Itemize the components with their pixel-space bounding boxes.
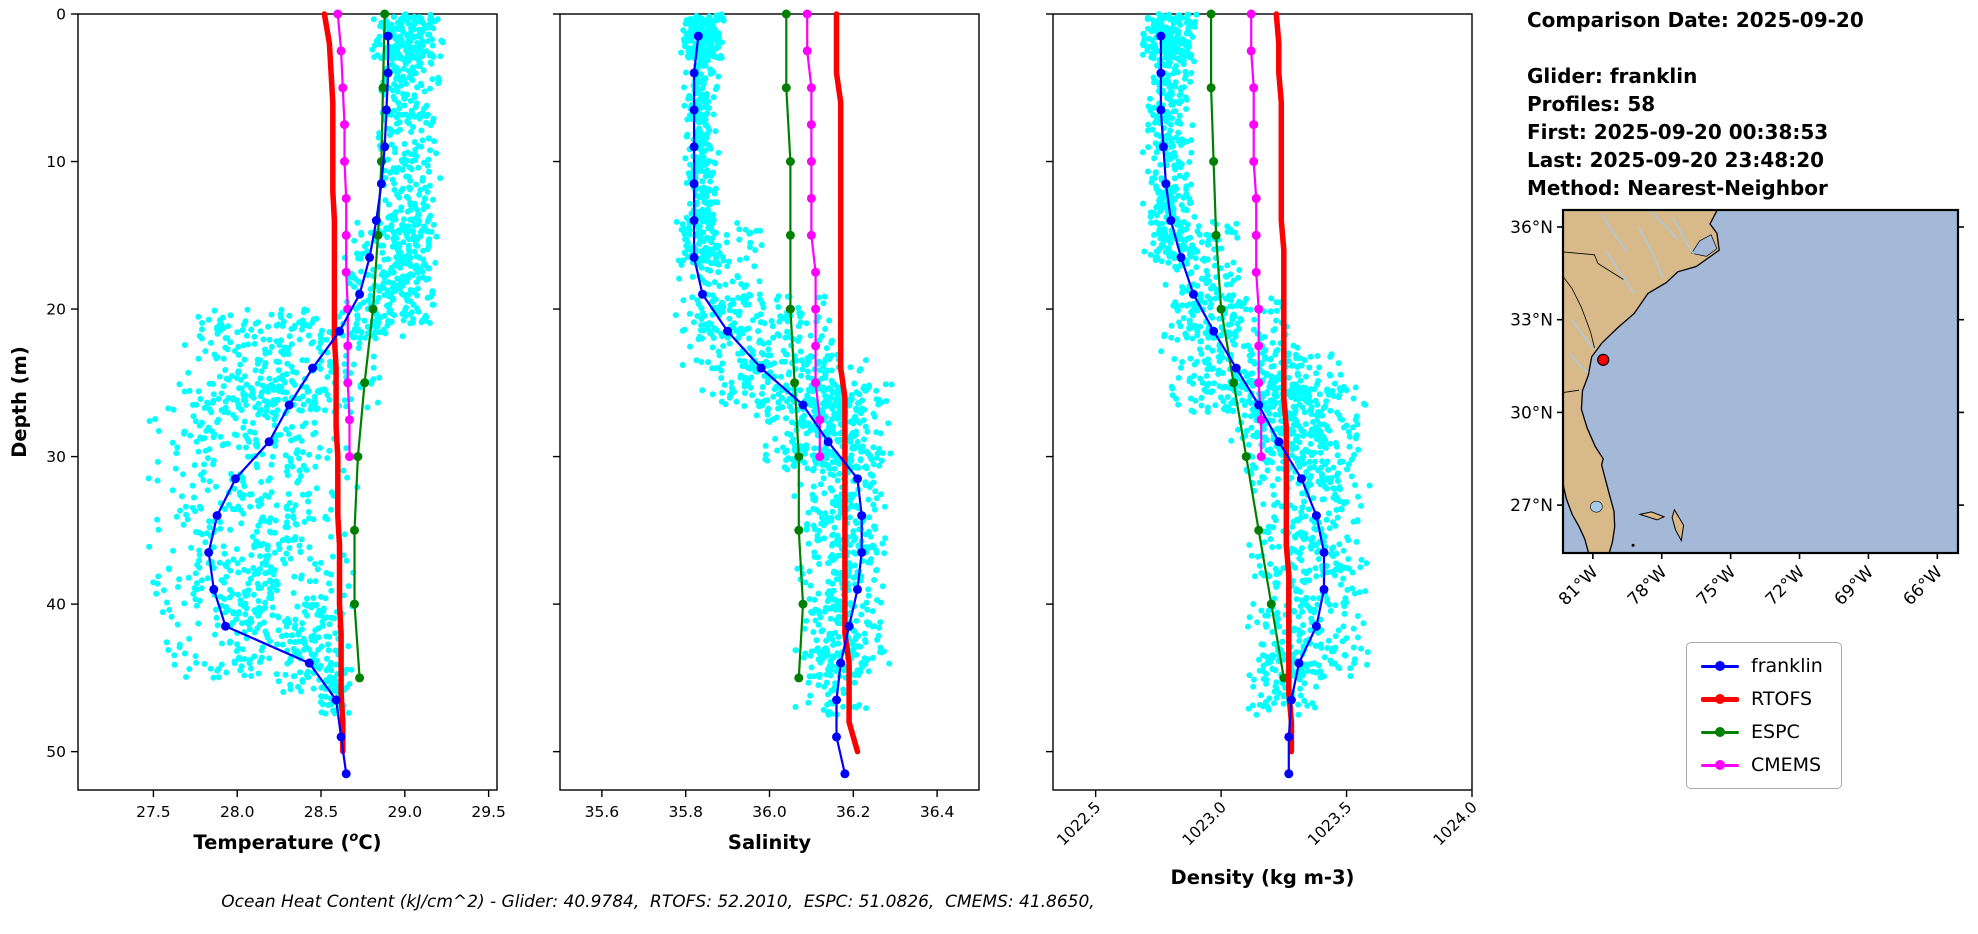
svg-text:40: 40 <box>46 596 66 614</box>
legend-label-franklin: franklin <box>1751 655 1823 677</box>
series-rtofs-temperature <box>321 11 346 755</box>
x-axis-salinity: 35.6 35.8 36.0 36.2 36.4 <box>585 790 955 821</box>
panel-density: 1022.5 1023.0 1023.5 1024.0 Density (kg m-3) <box>1046 9 1481 889</box>
map-land <box>1563 210 1720 553</box>
svg-text:20: 20 <box>46 301 66 319</box>
svg-text:28.0: 28.0 <box>220 803 255 821</box>
svg-text:50: 50 <box>46 743 66 761</box>
series-cmems-density <box>1246 9 1266 462</box>
location-map: 81°W 78°W 75°W 72°W 69°W 66°W36°N33°N30°N27°N <box>1510 208 1964 610</box>
y-axis-temperature: 0 10 20 30 40 50 <box>46 6 78 761</box>
svg-text:36.0: 36.0 <box>752 803 787 821</box>
svg-text:29.0: 29.0 <box>388 803 423 821</box>
svg-text:36.4: 36.4 <box>920 803 955 821</box>
series-franklin-temperature <box>204 31 393 779</box>
series-cmems-salinity <box>802 9 825 462</box>
legend-line-sample-espc <box>1701 725 1739 739</box>
xlabel-salinity: Salinity <box>728 831 811 854</box>
svg-text:27.5: 27.5 <box>136 803 171 821</box>
series-espc-salinity <box>781 9 808 683</box>
legend-item-franklin: franklin <box>1701 655 1823 677</box>
panel-temperature: 27.5 28.0 28.5 29.0 29.5 0 10 20 30 40 50 Temperatu… <box>46 6 506 855</box>
svg-text:28.5: 28.5 <box>304 803 339 821</box>
series-espc-density <box>1206 9 1289 683</box>
y-axis-density <box>1046 13 1053 753</box>
xlabel-density: Density (kg m-3) <box>1171 866 1355 889</box>
map-rivers <box>1569 210 1695 373</box>
legend-item-espc: ESPC <box>1701 721 1823 743</box>
map-islands <box>1631 339 1964 553</box>
map-frame <box>1561 208 1960 555</box>
comparison-info-block: Comparison Date: 2025-09-20 Glider: fran… <box>1527 6 1864 202</box>
series-cmems-temperature <box>333 9 354 462</box>
legend-item-rtofs: RTOFS <box>1701 688 1823 710</box>
xlabel-temperature: Temperature (oC) <box>193 830 381 854</box>
legend-item-cmems: CMEMS <box>1701 754 1823 776</box>
legend-label-rtofs: RTOFS <box>1751 688 1813 710</box>
legend-label-cmems: CMEMS <box>1751 754 1822 776</box>
scatter-glider-raw-temperature <box>145 11 446 717</box>
glider-location-marker <box>1597 353 1610 366</box>
legend-line-sample-rtofs <box>1701 692 1739 706</box>
info-last: Last: 2025-09-20 23:48:20 <box>1527 148 1825 172</box>
map-sound <box>1691 234 1718 257</box>
svg-text:35.8: 35.8 <box>668 803 703 821</box>
series-espc-temperature <box>350 9 390 683</box>
svg-text:36.2: 36.2 <box>836 803 871 821</box>
map-features <box>1563 210 1964 553</box>
svg-text:10: 10 <box>46 153 66 171</box>
map-lake <box>1589 500 1603 513</box>
series-franklin-salinity <box>689 31 867 779</box>
ohc-caption: Ocean Heat Content (kJ/cm^2) - Glider: 4… <box>221 892 1095 912</box>
info-profiles: Profiles: 58 <box>1527 92 1656 116</box>
series-franklin-density <box>1156 31 1329 779</box>
legend-line-sample-cmems <box>1701 758 1739 772</box>
info-glider: Glider: franklin <box>1527 64 1698 88</box>
ylabel-depth: Depth (m) <box>8 346 31 458</box>
series-rtofs-salinity <box>833 11 861 755</box>
panel-salinity: 35.6 35.8 36.0 36.2 36.4 Salinity <box>553 9 980 854</box>
svg-text:0: 0 <box>56 6 66 24</box>
x-axis-temperature: 27.5 28.0 28.5 29.0 29.5 <box>136 790 506 821</box>
legend: franklin RTOFS ESPC CMEMS <box>1686 642 1842 789</box>
legend-line-sample-franklin <box>1701 659 1739 673</box>
svg-text:35.6: 35.6 <box>585 803 620 821</box>
comparison-date: Comparison Date: 2025-09-20 <box>1527 8 1864 32</box>
svg-text:30: 30 <box>46 448 66 466</box>
info-method: Method: Nearest-Neighbor <box>1527 176 1828 200</box>
x-axis-density: 1022.5 1023.0 1023.5 1024.0 <box>1053 790 1481 849</box>
info-spacer <box>1527 34 1864 62</box>
svg-text:29.5: 29.5 <box>471 803 506 821</box>
series-rtofs-density <box>1273 11 1295 755</box>
y-axis-salinity <box>553 13 560 753</box>
legend-label-espc: ESPC <box>1751 721 1800 743</box>
info-first: First: 2025-09-20 00:38:53 <box>1527 120 1829 144</box>
scatter-glider-raw-salinity <box>672 11 895 718</box>
map-bermuda <box>1959 339 1964 344</box>
